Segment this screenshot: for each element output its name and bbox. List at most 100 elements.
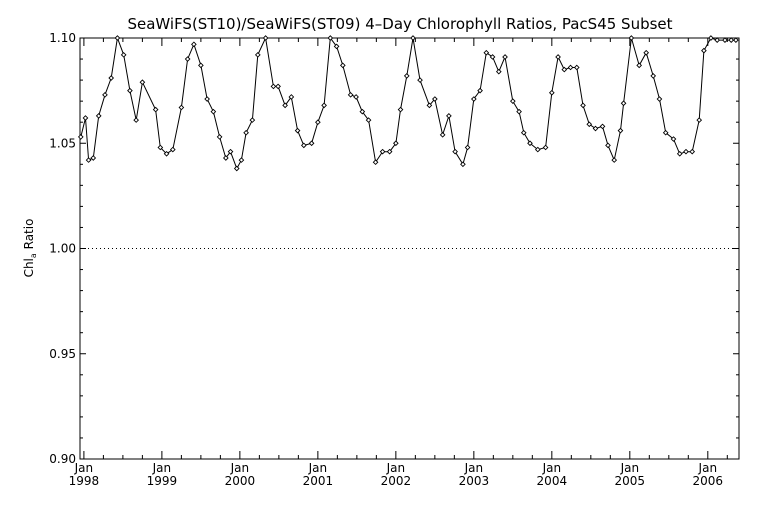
data-point-56 [432,96,438,102]
data-point-81 [592,125,599,132]
data-point-6 [108,75,115,81]
data-point-7 [114,35,121,41]
data-point-63 [477,87,483,94]
data-point-20 [204,96,210,102]
y-tick-label-0: 0.90 [49,452,76,466]
x-tick-month-8: Jan [698,461,718,475]
data-point-16 [178,104,185,111]
data-point-2 [85,157,92,163]
data-point-49 [386,148,393,155]
series-line [80,36,736,170]
data-point-39 [321,102,327,109]
data-point-78 [573,64,580,71]
data-point-98 [701,47,707,54]
data-point-40 [327,35,334,41]
data-point-22 [216,134,223,140]
data-point-41 [333,43,340,50]
y-axis-label-subscript: a [29,253,38,258]
data-point-29 [254,52,261,58]
data-point-87 [628,35,635,41]
data-point-36 [300,142,307,149]
data-point-19 [198,62,204,69]
x-tick-year-8: 2006 [693,474,724,488]
data-point-66 [495,68,502,75]
x-tick-month-7: Jan [620,461,640,475]
y-tick-label-4: 1.10 [49,31,76,45]
y-axis-label: Chla Ratio [22,219,38,278]
x-tick-month-0: Jan [74,461,94,475]
data-point-91 [656,96,663,102]
data-point-71 [527,140,533,147]
data-point-12 [152,106,159,113]
data-point-28 [249,117,256,123]
data-point-82 [599,123,606,130]
data-point-31 [270,83,277,90]
data-point-64 [483,49,490,56]
data-point-79 [580,102,586,109]
data-point-23 [223,155,229,161]
data-point-67 [502,54,508,60]
data-point-55 [426,102,433,109]
y-tick-label-3: 1.05 [49,136,76,150]
y-tick-label-1: 0.95 [49,347,76,361]
data-point-50 [393,140,399,147]
x-tick-month-1: Jan [152,461,172,475]
data-point-83 [605,142,611,149]
data-point-58 [446,113,452,119]
data-point-38 [315,119,321,126]
data-point-45 [359,108,366,115]
data-point-90 [650,73,657,79]
data-point-25 [233,165,240,172]
x-tick-month-4: Jan [386,461,406,475]
x-tick-year-6: 2004 [537,474,568,488]
data-point-103 [733,37,739,43]
data-point-46 [365,117,372,123]
data-point-24 [227,148,234,155]
data-point-57 [439,131,446,138]
data-point-47 [372,159,379,166]
data-point-88 [636,62,643,69]
data-point-21 [210,108,217,115]
x-tick-year-0: 1998 [69,474,100,488]
x-tick-month-3: Jan [308,461,328,475]
data-point-26 [238,157,245,163]
data-point-80 [586,121,593,128]
data-point-10 [133,117,139,123]
x-tick-year-3: 2001 [303,474,334,488]
data-point-75 [555,54,561,60]
data-point-34 [288,94,295,100]
series-points [77,35,739,172]
data-point-42 [339,62,346,69]
y-tick-label-2: 1.00 [49,242,76,256]
x-tick-year-7: 2005 [615,474,646,488]
data-point-73 [542,144,549,151]
data-point-68 [509,98,516,104]
x-tick-month-6: Jan [542,461,562,475]
data-point-27 [243,129,249,136]
x-axis: Jan1998Jan1999Jan2000Jan2001Jan2002Jan20… [69,38,728,488]
data-point-85 [617,127,624,134]
data-point-69 [516,108,522,115]
data-point-74 [548,89,555,96]
data-point-1 [82,115,89,121]
data-point-72 [534,146,541,153]
data-point-60 [460,161,466,168]
data-point-101 [722,37,728,43]
data-point-18 [191,41,197,48]
data-point-86 [620,100,627,107]
data-point-92 [662,129,669,136]
data-point-17 [184,56,191,62]
data-point-52 [403,73,410,79]
data-point-0 [77,134,84,140]
data-point-96 [689,148,696,155]
data-point-33 [282,102,288,109]
data-point-14 [163,150,170,157]
data-point-13 [157,144,164,151]
data-point-3 [90,155,97,161]
data-point-61 [464,144,471,151]
data-point-95 [683,148,689,155]
data-point-53 [410,35,416,41]
data-point-43 [347,91,354,98]
data-point-70 [520,129,527,136]
